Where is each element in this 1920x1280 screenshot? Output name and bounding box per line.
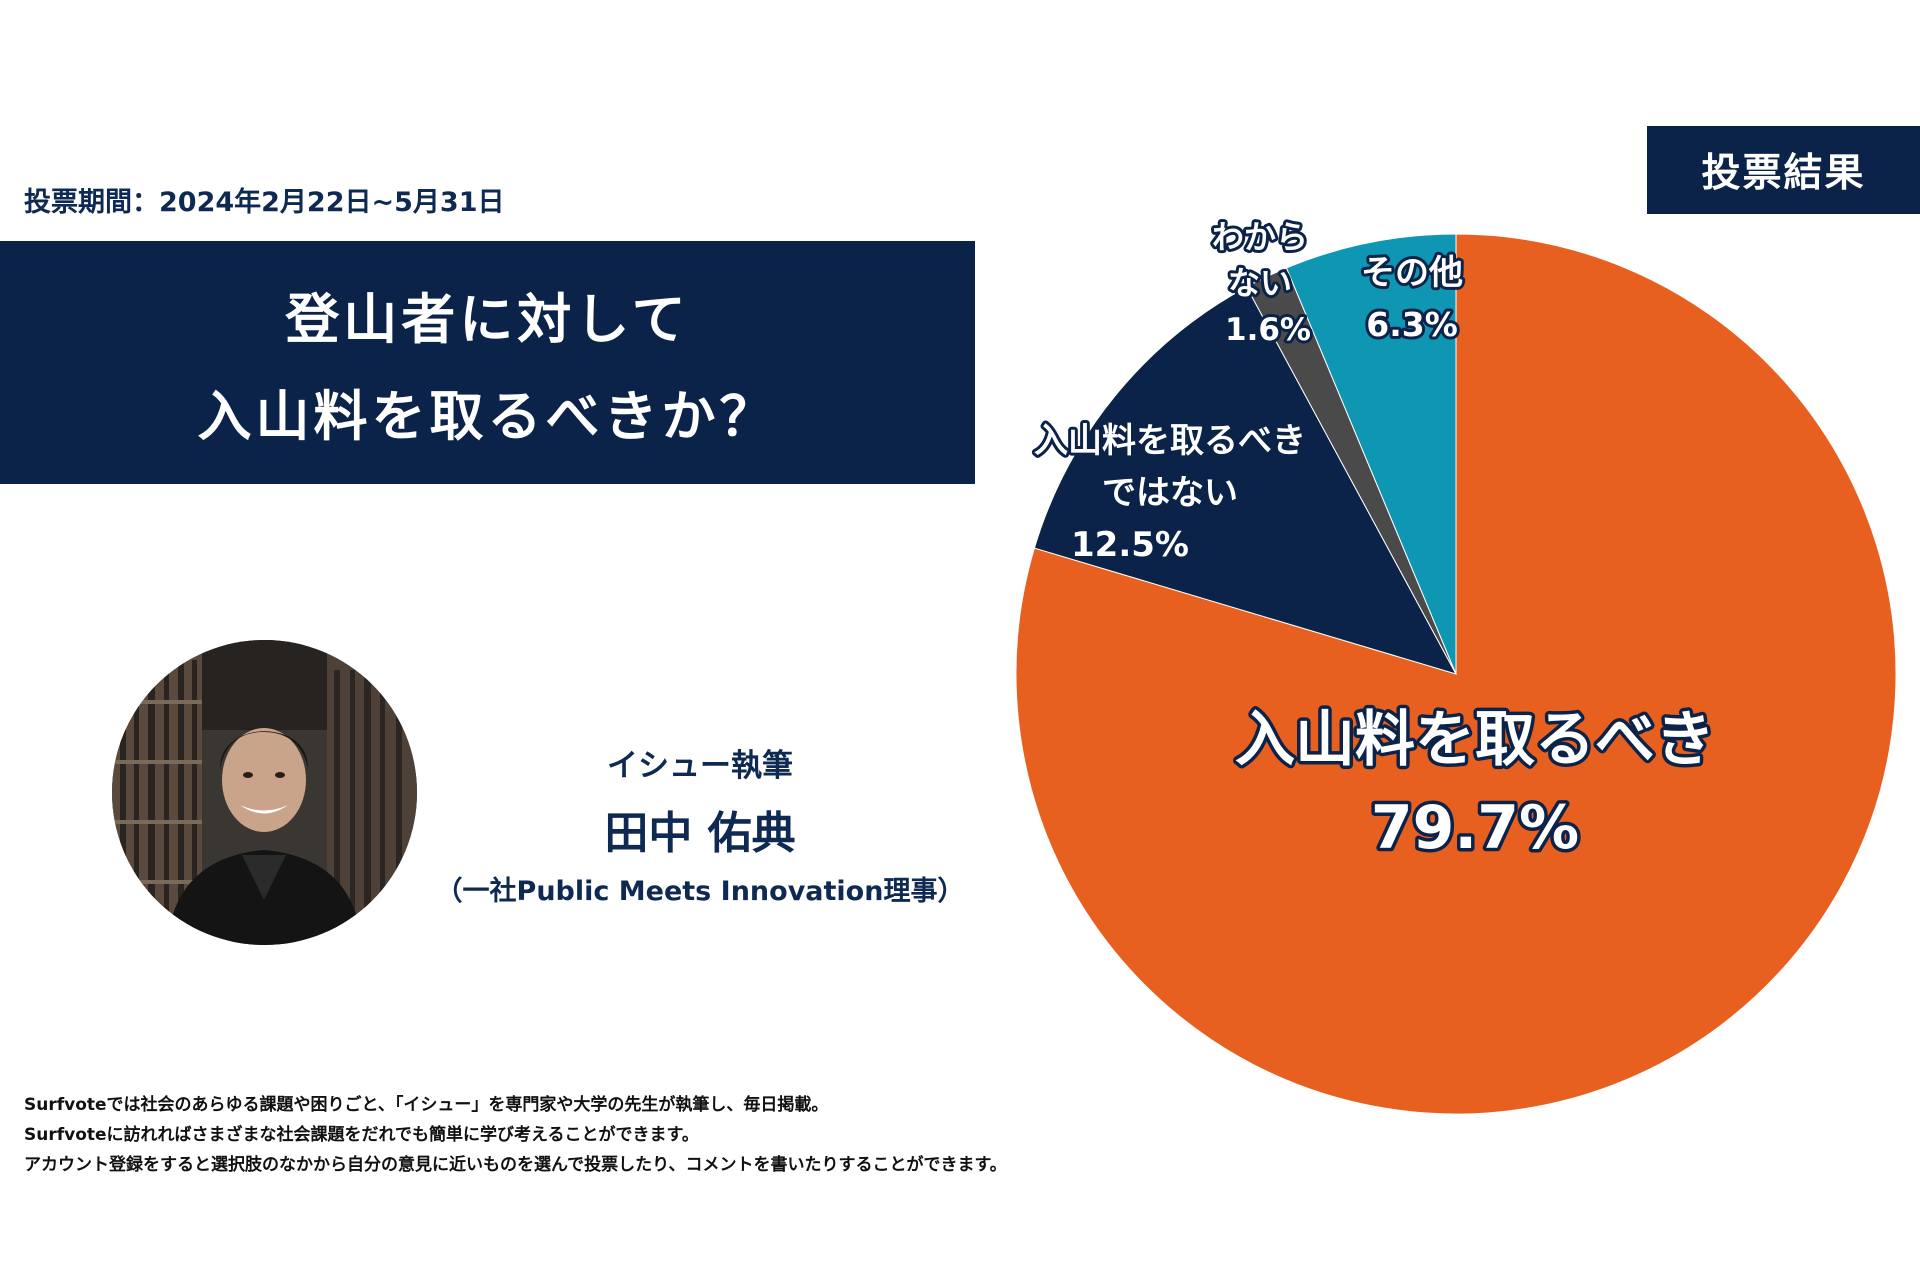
slice-value-label: 12.5% xyxy=(1071,525,1189,565)
slice-label-line: その他 xyxy=(1361,253,1463,293)
footer-description: Surfvoteでは社会のあらゆる課題や困りごと、「イシュー」を専門家や大学の先… xyxy=(24,1090,1007,1180)
footer-line-1: Surfvoteでは社会のあらゆる課題や困りごと、「イシュー」を専門家や大学の先… xyxy=(24,1095,829,1115)
slice-label: わからない 1.6% xyxy=(1212,218,1311,348)
author-role: イシュー執筆 xyxy=(607,748,793,784)
voting-period: 投票期間：2024年2月22日~5月31日 xyxy=(24,187,505,218)
slice-label-line: ない xyxy=(1228,264,1292,302)
question-title-line-1: 登山者に対して xyxy=(285,287,690,351)
slice-label: その他 6.3% xyxy=(1361,253,1463,344)
author-organization: （一社Public Meets Innovation理事） xyxy=(435,876,965,907)
slice-label-line: 入山料を取るべき xyxy=(1235,705,1715,775)
slice-label-line: わから xyxy=(1212,218,1308,256)
slice-label: 入山料を取るべきではない 12.5% xyxy=(1034,421,1306,565)
slice-label: 入山料を取るべき 79.7% xyxy=(1235,705,1715,863)
pie-slice xyxy=(1033,286,1458,675)
results-badge: 投票結果 xyxy=(1647,126,1920,214)
question-title-line-2: 入山料を取るべきか？ xyxy=(197,384,778,448)
footer-line-3: アカウント登録をすると選択肢のなかから自分の意見に近いものを選んで投票したり、コ… xyxy=(24,1155,1007,1175)
slice-value-label: 6.3% xyxy=(1366,305,1458,344)
question-title-box: 登山者に対して 入山料を取るべきか？ xyxy=(0,241,975,484)
slice-value-label: 79.7% xyxy=(1371,793,1579,863)
footer-line-2: Surfvoteに訪れればさまざまな社会課題をだれでも簡単に学び考えることができ… xyxy=(24,1125,699,1145)
author-name: 田中 佑典 xyxy=(604,808,796,859)
slice-label-line: ではない xyxy=(1102,473,1238,513)
pie-slice xyxy=(1285,233,1457,675)
slice-label-line: 入山料を取るべき xyxy=(1034,421,1306,461)
slice-value-label: 1.6% xyxy=(1225,312,1311,348)
author-block: イシュー執筆 田中 佑典 （一社Public Meets Innovation理… xyxy=(420,740,980,908)
